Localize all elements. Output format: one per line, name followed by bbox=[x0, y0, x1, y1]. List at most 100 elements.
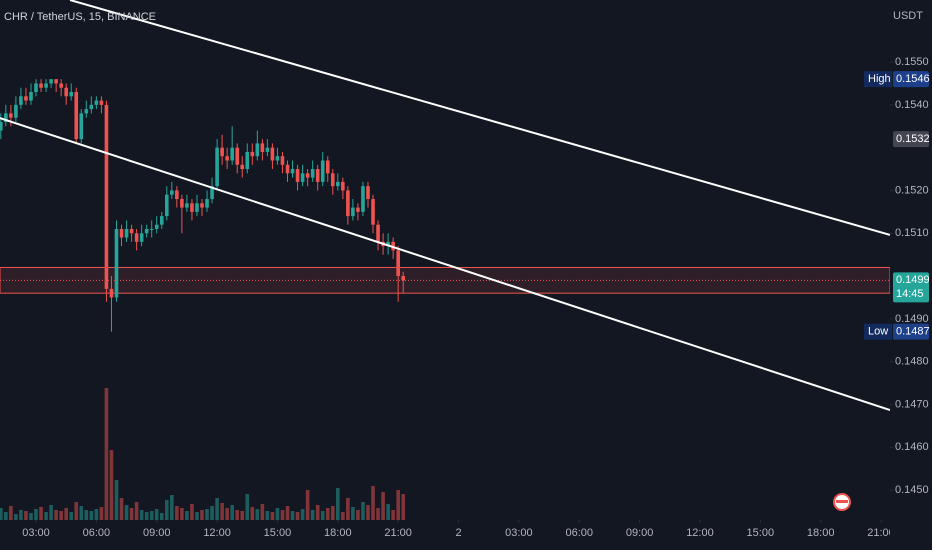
x-tick-label: 18:00 bbox=[324, 527, 352, 539]
x-tick-label: 06:00 bbox=[565, 527, 593, 539]
volume-bar bbox=[290, 511, 295, 520]
candle-body bbox=[190, 203, 194, 212]
candle-body bbox=[34, 83, 38, 93]
candle-body bbox=[265, 147, 270, 152]
candle-body bbox=[230, 147, 234, 161]
volume-bar bbox=[220, 503, 224, 520]
last-price-value: 0.1499 bbox=[896, 274, 930, 286]
volume-bar bbox=[215, 498, 219, 520]
candle-body bbox=[310, 169, 315, 178]
y-tick-label: 0.1450 bbox=[895, 484, 929, 496]
candle-body bbox=[320, 160, 325, 182]
candle-body bbox=[109, 288, 114, 298]
candle-body bbox=[170, 190, 174, 195]
low-marker-box bbox=[893, 323, 929, 340]
countdown: 14:45 bbox=[896, 288, 924, 300]
volume-bar bbox=[235, 510, 240, 520]
volume-bar bbox=[180, 508, 184, 520]
candle-body bbox=[260, 143, 265, 152]
candle-body bbox=[255, 143, 260, 157]
volume-bar bbox=[200, 510, 204, 520]
candle-body bbox=[24, 96, 28, 101]
volume-bar bbox=[396, 490, 400, 520]
axis-unit: USDT bbox=[893, 10, 923, 22]
candle-body bbox=[4, 113, 8, 122]
volume-bar bbox=[401, 494, 406, 520]
volume-bar bbox=[336, 488, 340, 520]
volume-bar bbox=[195, 512, 199, 520]
candle-body bbox=[19, 96, 23, 105]
candle-body bbox=[361, 186, 365, 212]
candle-body bbox=[180, 199, 184, 208]
volume-bar bbox=[376, 508, 380, 520]
volume-bar bbox=[99, 507, 104, 520]
x-tick-label: 12:00 bbox=[686, 527, 714, 539]
chart-title: CHR / TetherUS, 15, BINANCE bbox=[4, 11, 156, 23]
volume-bar bbox=[139, 510, 144, 520]
volume-bar bbox=[109, 450, 114, 520]
candle-body bbox=[220, 147, 224, 157]
candle-body bbox=[235, 147, 240, 165]
candle-body bbox=[99, 100, 104, 105]
volume-bar bbox=[265, 511, 270, 520]
candle-body bbox=[280, 156, 285, 165]
volume-bar bbox=[366, 505, 370, 520]
volume-bar bbox=[210, 506, 214, 520]
volume-bar bbox=[79, 506, 84, 520]
volume-bar bbox=[325, 508, 330, 520]
candle-body bbox=[149, 228, 154, 230]
volume-bar bbox=[19, 510, 23, 520]
x-tick-label: 03:00 bbox=[22, 527, 50, 539]
volume-bar bbox=[104, 388, 109, 520]
volume-bar bbox=[119, 498, 124, 520]
volume-bar bbox=[89, 511, 94, 520]
y-tick-label: 0.1480 bbox=[895, 356, 929, 368]
trend-line bbox=[0, 117, 891, 411]
trend-line bbox=[69, 0, 891, 236]
candle-body bbox=[330, 173, 335, 187]
volume-bar bbox=[0, 508, 3, 520]
candle-body bbox=[164, 194, 169, 217]
high-marker-box bbox=[893, 71, 929, 88]
volume-bar bbox=[190, 504, 194, 520]
volume-bar bbox=[356, 510, 360, 520]
axis: 03:00 06:00 09:00 12:00 15:00 18:00 21:00 2 03:0… bbox=[22, 0, 932, 550]
volume-bar bbox=[59, 511, 63, 520]
candle-body bbox=[94, 100, 99, 105]
volume-bar bbox=[280, 510, 285, 520]
volume-bar bbox=[245, 494, 250, 520]
volume-bar bbox=[34, 509, 38, 520]
y-tick-label: 0.1510 bbox=[895, 227, 929, 239]
price-marker-box bbox=[893, 131, 929, 148]
volume-bar bbox=[270, 512, 275, 520]
plot bbox=[0, 0, 891, 520]
candle-body bbox=[119, 228, 124, 238]
volume-bar bbox=[386, 504, 390, 520]
candle-body bbox=[9, 113, 13, 118]
low-label-box bbox=[864, 323, 892, 340]
volume-bar bbox=[320, 511, 325, 520]
candle-body bbox=[371, 199, 375, 225]
volume-bar bbox=[346, 498, 350, 520]
volume-bar bbox=[24, 511, 28, 520]
volume-bar bbox=[185, 511, 189, 520]
volume-bar bbox=[240, 511, 245, 520]
candle-body bbox=[290, 169, 295, 174]
candle-body bbox=[300, 173, 305, 182]
candle-body bbox=[285, 164, 290, 174]
volume-bar bbox=[164, 500, 169, 520]
candle-body bbox=[0, 121, 3, 131]
volume-bar bbox=[69, 512, 74, 520]
x-tick-label: 18:00 bbox=[807, 527, 835, 539]
candle-body bbox=[336, 181, 340, 187]
candle-body bbox=[69, 92, 74, 97]
y-tick-label: 0.1490 bbox=[895, 313, 929, 325]
y-tick-label: 0.1550 bbox=[895, 56, 929, 68]
candle-body bbox=[64, 87, 68, 97]
volume-bar bbox=[9, 506, 13, 520]
volume-bar bbox=[250, 507, 255, 520]
candle-body bbox=[305, 173, 310, 178]
x-tick-label: 15:00 bbox=[264, 527, 292, 539]
volume-bar bbox=[64, 508, 68, 520]
